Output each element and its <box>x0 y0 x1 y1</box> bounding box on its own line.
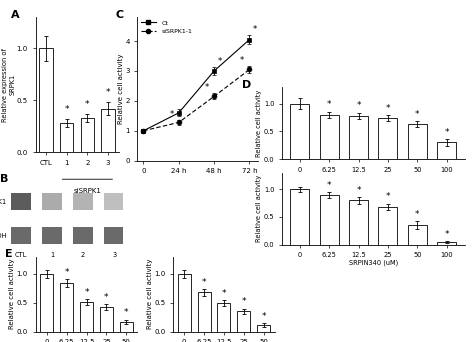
Bar <box>319 115 339 159</box>
Bar <box>80 302 93 332</box>
FancyBboxPatch shape <box>104 193 124 210</box>
Text: *: * <box>386 104 390 113</box>
Bar <box>120 322 133 332</box>
FancyBboxPatch shape <box>73 227 93 244</box>
Text: *: * <box>169 110 173 119</box>
Text: *: * <box>327 100 331 109</box>
Text: siSRPK1: siSRPK1 <box>70 269 96 275</box>
Text: *: * <box>84 288 89 297</box>
Text: GAPDH: GAPDH <box>0 233 7 238</box>
Legend: Ct, siSRPK1-1: Ct, siSRPK1-1 <box>141 20 192 34</box>
Text: *: * <box>445 230 449 239</box>
FancyBboxPatch shape <box>73 193 93 210</box>
Bar <box>237 312 250 332</box>
Text: 2: 2 <box>81 252 85 259</box>
Text: *: * <box>106 88 110 97</box>
Text: *: * <box>262 312 266 321</box>
FancyBboxPatch shape <box>11 227 31 244</box>
Bar <box>437 143 456 159</box>
FancyBboxPatch shape <box>42 227 62 244</box>
Bar <box>198 292 210 332</box>
Text: E: E <box>5 249 13 259</box>
Text: *: * <box>202 278 206 287</box>
Text: *: * <box>240 56 244 65</box>
FancyBboxPatch shape <box>104 227 124 244</box>
Text: *: * <box>218 57 222 66</box>
Text: CTL: CTL <box>15 252 27 259</box>
FancyBboxPatch shape <box>11 193 31 210</box>
Bar <box>349 116 368 159</box>
Text: *: * <box>222 289 226 298</box>
Text: D: D <box>242 80 251 90</box>
Bar <box>349 200 368 245</box>
Bar <box>378 207 398 245</box>
Text: *: * <box>124 308 128 317</box>
Bar <box>257 325 270 332</box>
Bar <box>81 118 94 152</box>
Bar <box>101 108 115 152</box>
Text: *: * <box>205 83 209 92</box>
Bar <box>39 48 53 152</box>
Text: siSRPK1: siSRPK1 <box>73 188 101 194</box>
Y-axis label: Relative cell activity: Relative cell activity <box>256 175 263 242</box>
Bar <box>408 124 427 159</box>
Text: *: * <box>64 268 69 277</box>
Bar <box>319 195 339 245</box>
X-axis label: SPHINXD31 (uM): SPHINXD31 (uM) <box>346 174 401 181</box>
Y-axis label: Relative cell activity: Relative cell activity <box>147 259 153 329</box>
Text: *: * <box>356 186 361 195</box>
Text: 1: 1 <box>50 252 54 259</box>
Y-axis label: Relative expression of
SRPK1: Relative expression of SRPK1 <box>2 48 15 122</box>
Y-axis label: Relative cell activity: Relative cell activity <box>256 90 263 157</box>
Bar <box>218 303 230 332</box>
Text: C: C <box>116 10 124 20</box>
Bar <box>40 274 53 332</box>
Text: *: * <box>242 297 246 306</box>
Text: *: * <box>104 293 109 302</box>
Text: B: B <box>0 174 9 184</box>
Y-axis label: Relative cell activity: Relative cell activity <box>118 54 124 124</box>
Bar <box>178 274 191 332</box>
Text: *: * <box>445 128 449 137</box>
Bar <box>100 307 113 332</box>
Bar <box>437 242 456 245</box>
X-axis label: SRPIN340 (uM): SRPIN340 (uM) <box>349 260 398 266</box>
Text: A: A <box>10 10 19 20</box>
Text: *: * <box>415 210 419 219</box>
Text: SRPK1: SRPK1 <box>0 199 7 205</box>
Bar <box>290 104 310 159</box>
Text: *: * <box>64 105 69 114</box>
Text: *: * <box>327 181 331 190</box>
Bar <box>60 123 73 152</box>
Text: *: * <box>356 102 361 110</box>
Text: *: * <box>253 25 257 34</box>
Bar <box>408 225 427 245</box>
Text: *: * <box>415 110 419 119</box>
Text: *: * <box>85 100 90 108</box>
Text: 3: 3 <box>112 252 116 259</box>
Y-axis label: Relative cell activity: Relative cell activity <box>9 259 15 329</box>
Bar <box>378 118 398 159</box>
Text: *: * <box>386 193 390 201</box>
FancyBboxPatch shape <box>42 193 62 210</box>
Bar <box>60 283 73 332</box>
Bar <box>290 189 310 245</box>
